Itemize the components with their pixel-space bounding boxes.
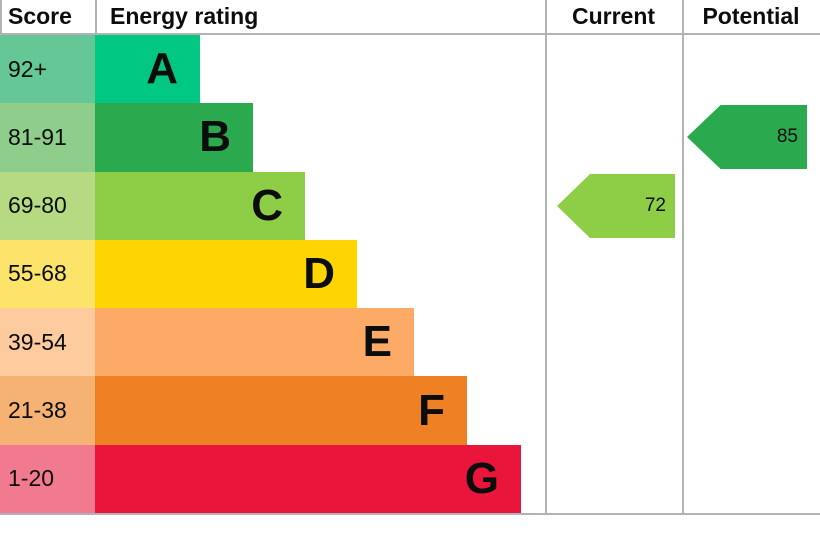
score-column-divider [95, 0, 97, 33]
score-cell-f: 21-38 [0, 376, 95, 445]
rating-letter-f: F [418, 385, 445, 435]
potential-rating-arrow: 85 [687, 105, 807, 169]
current-rating-value: 72 [644, 195, 666, 216]
rating-bar-g: G [95, 444, 521, 513]
rating-letter-e: E [362, 317, 392, 367]
potential-rating-value: 85 [776, 126, 798, 147]
bottom-border-line [0, 513, 820, 515]
rating-bar-d: D [95, 239, 357, 309]
band-row-a: 92+ A [0, 35, 545, 104]
band-row-d: 55-68 D [0, 239, 545, 309]
rating-letter-a: A [146, 44, 178, 94]
score-label: 92+ [8, 55, 48, 82]
rating-letter-d: D [303, 248, 335, 298]
chart-header: Score Energy rating Current Potential [0, 0, 820, 33]
score-label: 81-91 [8, 123, 67, 150]
score-cell-d: 55-68 [0, 239, 95, 309]
header-current: Current [571, 3, 656, 29]
score-label: 69-80 [8, 192, 67, 219]
header-divider [0, 33, 820, 35]
score-label: 39-54 [8, 328, 67, 355]
current-rating-arrow: 72 [557, 174, 675, 238]
rating-bar-a: A [95, 35, 200, 104]
rating-bands: 92+ A 81-91 B 69-80 C 55-68 D 39-54 E 21… [0, 35, 545, 513]
rating-bar-f: F [95, 376, 467, 445]
header-energy-rating: Energy rating [110, 3, 259, 29]
band-row-b: 81-91 B [0, 103, 545, 172]
left-border-line [0, 0, 2, 33]
band-row-e: 39-54 E [0, 308, 545, 377]
rating-letter-c: C [251, 180, 283, 230]
score-cell-c: 69-80 [0, 171, 95, 240]
score-label: 21-38 [8, 397, 67, 424]
band-row-c: 69-80 C [0, 171, 545, 240]
score-cell-g: 1-20 [0, 444, 95, 513]
score-label: 55-68 [8, 260, 67, 287]
score-cell-a: 92+ [0, 35, 95, 104]
rating-bar-b: B [95, 103, 253, 172]
score-cell-e: 39-54 [0, 308, 95, 377]
band-row-g: 1-20 G [0, 444, 545, 513]
band-row-f: 21-38 F [0, 376, 545, 445]
potential-column-divider [682, 0, 684, 515]
score-cell-b: 81-91 [0, 103, 95, 172]
rating-bar-c: C [95, 171, 305, 240]
rating-bar-e: E [95, 308, 414, 377]
header-potential: Potential [702, 3, 800, 29]
header-score: Score [8, 3, 72, 29]
current-column-divider [545, 0, 547, 515]
rating-letter-b: B [199, 112, 231, 162]
rating-letter-g: G [464, 453, 499, 503]
score-label: 1-20 [8, 465, 55, 492]
